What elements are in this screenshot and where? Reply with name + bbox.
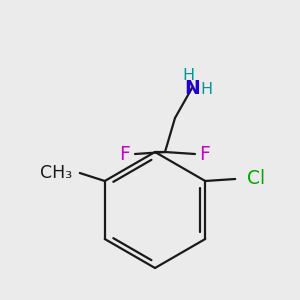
Text: N: N bbox=[184, 79, 200, 98]
Text: Cl: Cl bbox=[247, 169, 266, 188]
Text: H: H bbox=[182, 68, 194, 82]
Text: F: F bbox=[200, 145, 210, 164]
Text: H: H bbox=[200, 82, 212, 98]
Text: F: F bbox=[120, 145, 130, 164]
Text: CH₃: CH₃ bbox=[40, 164, 72, 182]
